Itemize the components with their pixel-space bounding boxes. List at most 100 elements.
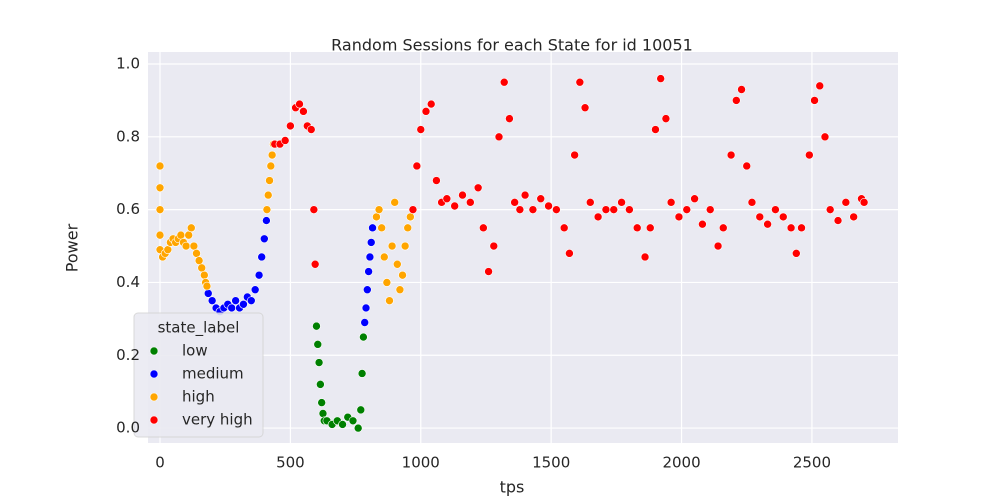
point [859,198,869,207]
point [155,161,165,171]
point [366,238,376,247]
point [295,99,304,109]
point [698,219,707,229]
point [528,205,538,214]
legend-title: state_label [158,319,240,338]
point [458,190,467,200]
legend-swatch [149,392,159,402]
point [742,161,752,171]
point [515,205,525,214]
point [682,205,692,214]
x-tick-label: 500 [276,454,305,472]
point [365,252,375,262]
point [318,409,328,418]
point [732,96,741,105]
point [797,223,806,233]
point [494,132,504,142]
point [585,198,595,207]
point [265,176,274,185]
point [309,205,319,214]
point [385,296,394,305]
point [640,252,650,262]
x-tick-label: 1500 [532,454,570,472]
x-axis-label: tps [500,478,525,497]
y-tick-label: 0.2 [116,346,140,364]
point [705,205,715,214]
point [432,176,441,185]
legend-box [133,312,264,438]
y-tick-label: 0.0 [116,419,140,437]
point [805,150,814,160]
point [778,212,788,222]
point [299,107,308,116]
point [544,201,553,211]
point [484,267,493,276]
point [374,205,384,214]
point [348,416,358,426]
point [393,259,402,269]
y-tick-label: 0.4 [116,273,140,291]
point [841,198,851,207]
point [260,234,269,244]
x-tick-label: 2500 [793,454,831,472]
point [176,230,186,240]
marks [155,74,869,433]
point [246,296,256,305]
point [403,223,413,233]
point [197,263,207,273]
point [310,259,320,269]
point [406,212,415,222]
x-tick-label: 2000 [662,454,700,472]
point [489,241,499,251]
point [306,125,316,134]
point [786,223,796,233]
point [737,85,746,94]
point [593,212,603,222]
point [194,256,204,265]
point [771,205,780,214]
point [390,198,399,207]
point [353,423,363,433]
point [690,194,699,204]
point [317,398,326,407]
point [262,205,272,214]
point [184,230,193,240]
point [617,198,626,207]
point [763,219,772,229]
point [189,241,199,251]
point [387,241,397,251]
point [227,303,237,313]
point [239,299,248,309]
point [280,136,290,145]
point [356,405,366,415]
point [575,77,585,87]
point [359,332,368,342]
point [361,303,371,313]
point [181,241,191,251]
point [155,183,165,193]
point [625,205,634,214]
point [601,205,611,214]
point [520,190,530,200]
point [186,223,196,233]
point [382,278,392,287]
point [450,201,459,211]
point [202,281,212,291]
point [726,150,736,160]
point [357,369,367,378]
point [412,161,422,171]
point [254,270,264,280]
point [377,223,386,233]
point [313,340,323,349]
point [815,81,825,91]
point [510,198,519,207]
point [833,216,843,225]
point [155,230,165,240]
point [505,114,514,123]
legend-swatch [149,369,159,379]
point [379,252,389,262]
legend-swatch [149,346,159,356]
